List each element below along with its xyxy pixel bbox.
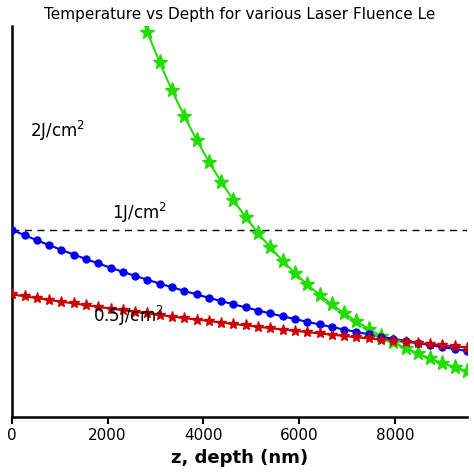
X-axis label: z, depth (nm): z, depth (nm) (171, 449, 308, 467)
Text: 2J/cm$^2$: 2J/cm$^2$ (30, 119, 85, 143)
Text: 0.5J/cm$^2$: 0.5J/cm$^2$ (93, 304, 164, 328)
Text: 1J/cm$^2$: 1J/cm$^2$ (112, 201, 167, 225)
Title: Temperature vs Depth for various Laser Fluence Le: Temperature vs Depth for various Laser F… (44, 7, 435, 22)
